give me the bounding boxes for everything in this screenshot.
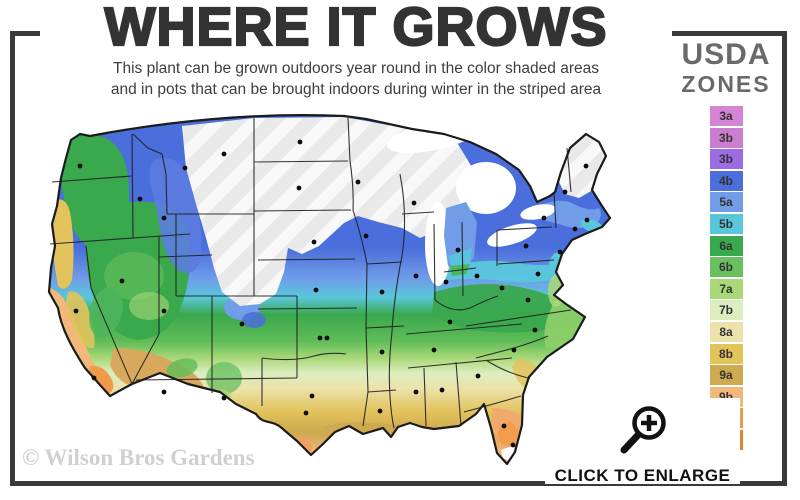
page-title: WHERE IT GROWS — [103, 0, 608, 57]
usda-zones-legend: USDA ZONES 3a3b3b4b5a5b6a6b7a7b8a8b9a9b1… — [676, 40, 776, 452]
zone-chip-label: 8a — [719, 324, 733, 339]
zone-chip-label: 9a — [719, 368, 733, 383]
zone-chip-label: 7b — [718, 303, 733, 318]
zone-chip: 6a — [709, 235, 743, 256]
zone-chip: 8b — [709, 343, 743, 364]
zone-chip-label: 6a — [719, 238, 733, 253]
state-borders — [49, 117, 572, 429]
zone-chip-list: 3a3b3b4b5a5b6a6b7a7b8a8b9a9b10a10b — [709, 106, 743, 450]
legend-title-usda: USDA — [681, 38, 771, 71]
zone-chip: 7a — [709, 278, 743, 299]
zone-chip-label: 7a — [719, 281, 733, 296]
usda-zone-map — [47, 114, 612, 466]
magnifier-zoom-icon — [620, 406, 666, 454]
zone-chip-label: 3b — [718, 130, 733, 145]
zone-chip: 3b — [709, 149, 743, 170]
zone-chip: 3b — [709, 127, 743, 148]
zone-chip: 8a — [709, 321, 743, 342]
header: WHERE IT GROWS This plant can be grown o… — [40, 0, 672, 104]
zone-chip: 6b — [709, 257, 743, 278]
zone-chip-label: 8b — [718, 346, 733, 361]
zone-chip-label: 5b — [718, 216, 733, 231]
city-dots — [73, 139, 590, 448]
subtitle: This plant can be grown outdoors year ro… — [46, 59, 666, 101]
zone-chip: 7b — [709, 300, 743, 321]
zone-chip: 5a — [709, 192, 743, 213]
subtitle-line-2: and in pots that can be brought indoors … — [110, 81, 602, 98]
zone-chip-label: 4b — [718, 173, 733, 188]
great-lakes — [386, 119, 556, 286]
zone-chip-label: 3a — [719, 109, 733, 123]
legend-title-zones: ZONES — [681, 71, 771, 97]
zone-chip: 4b — [709, 170, 743, 191]
zone-chip-label: 5a — [719, 195, 733, 210]
zone-chip: 5b — [709, 213, 743, 234]
enlarge-label: CLICK TO ENLARGE — [554, 466, 731, 485]
zone-chip: 9a — [709, 365, 743, 386]
subtitle-line-1: This plant can be grown outdoors year ro… — [113, 60, 599, 78]
watermark: © Wilson Bros Gardens — [22, 445, 255, 470]
michigan-mitten — [444, 202, 477, 276]
us-outline — [47, 114, 612, 466]
enlarge-button[interactable]: CLICK TO ENLARGE — [545, 398, 740, 485]
zone-chip: 3a — [709, 106, 743, 126]
zone-chip-label: 3b — [718, 152, 733, 167]
zone-chip-label: 6b — [718, 260, 733, 275]
